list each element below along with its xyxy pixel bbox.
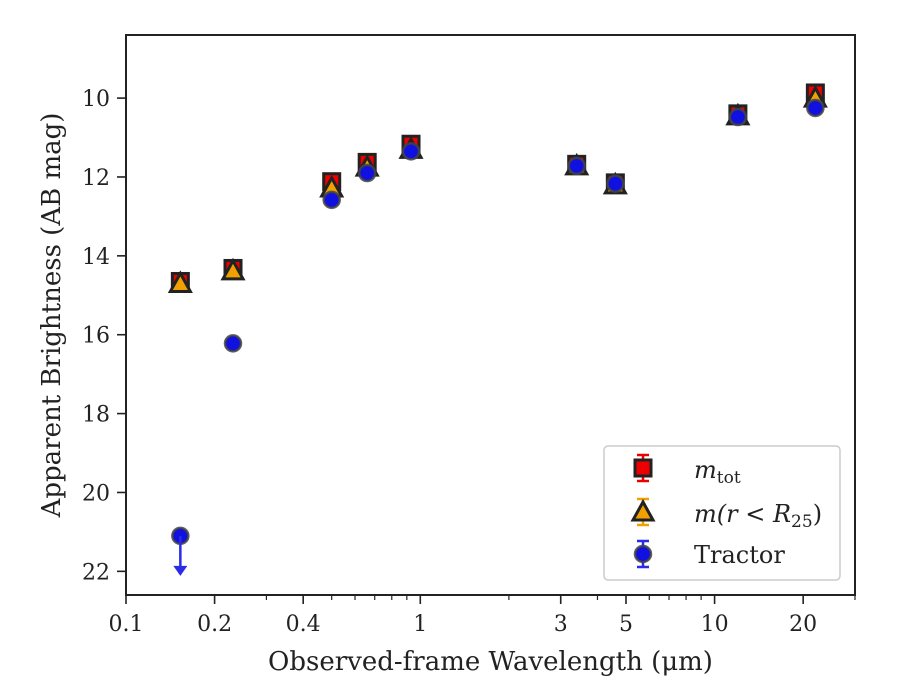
legend: mtot m(r < R25) Tractor: [603, 445, 841, 581]
x-tick-label: 0.1: [109, 612, 144, 637]
x-tick-label: 5: [619, 612, 633, 637]
axes: 0.1 0.2 0.4 1 3 5 10 20 10 12 14 16 18 20 22 Observed-f…: [37, 34, 856, 677]
legend-label-m-tot: mtot: [694, 456, 741, 488]
m-r25-point: [220, 257, 246, 281]
y-tick-label: 10: [82, 87, 110, 112]
legend-marker: [633, 458, 653, 478]
y-tick-label: 12: [82, 166, 110, 191]
tractor-point: [401, 142, 421, 161]
tractor-point: [322, 190, 341, 210]
legend-box: [603, 445, 841, 581]
tractor-point: [806, 98, 825, 118]
x-tick-label: 3: [554, 612, 568, 637]
x-tick-label: 20: [789, 612, 817, 637]
tractor-point: [728, 107, 748, 127]
plot-frame: [125, 34, 856, 596]
legend-marker: [630, 498, 656, 522]
legend-label-tractor: Tractor: [694, 541, 785, 569]
y-tick-label: 20: [82, 481, 110, 506]
tractor-point: [223, 334, 243, 353]
tractor-point: [567, 156, 586, 176]
x-tick-label: 1: [413, 612, 427, 637]
y-tick-label: 16: [82, 324, 110, 349]
x-tick-label: 0.4: [286, 612, 321, 637]
y-tick-label: 14: [82, 245, 110, 270]
y-tick-label: 22: [82, 560, 110, 585]
data-marks: [167, 83, 828, 576]
m-r25-point: [167, 270, 193, 293]
y-tick-label: 18: [82, 403, 110, 428]
x-axis-label: Observed-frame Wavelength (μm): [268, 647, 713, 677]
legend-label-m-r25: m(r < R25): [694, 500, 822, 532]
tractor-point: [357, 163, 377, 183]
y-axis-label: Apparent Brightness (AB mag): [37, 113, 67, 519]
upper-limit-arrowhead: [173, 565, 188, 576]
x-tick-label: 10: [701, 612, 729, 637]
legend-marker: [633, 544, 653, 564]
tractor-point: [606, 174, 625, 193]
x-tick-label: 0.2: [197, 612, 232, 637]
